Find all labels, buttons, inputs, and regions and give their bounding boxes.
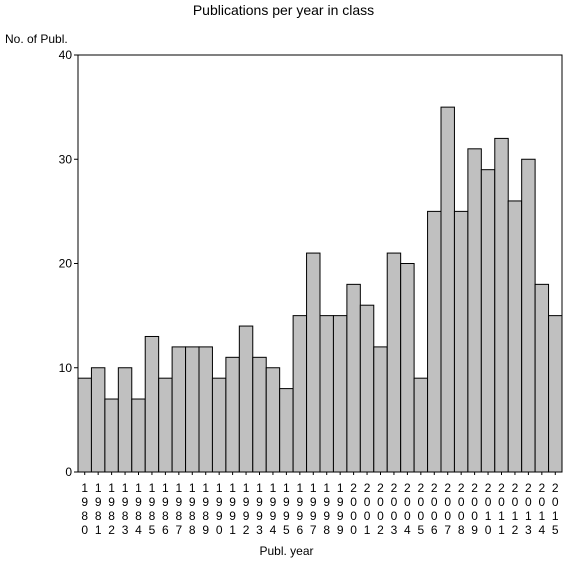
bar-1999: [332, 315, 348, 473]
bar-1982: [104, 398, 119, 473]
bar-2012: [507, 200, 523, 473]
bar-2010: [480, 169, 496, 473]
bar-1981: [90, 367, 106, 473]
bar-1980: [77, 377, 92, 473]
bar-1998: [319, 315, 334, 473]
y-tick-label-10: 10: [59, 361, 73, 375]
bar-1988: [185, 346, 200, 473]
bar-1995: [279, 388, 294, 473]
x-axis-label: Publ. year: [259, 544, 314, 558]
y-axis-label: No. of Publ.: [5, 32, 68, 46]
bar-1993: [252, 356, 267, 473]
bar-2011: [494, 137, 509, 473]
bar-2002: [373, 346, 388, 473]
bar-1992: [238, 325, 254, 473]
bar-2001: [359, 304, 375, 473]
bar-2008: [453, 210, 469, 473]
bar-1989: [198, 346, 213, 473]
bar-1984: [131, 398, 146, 473]
y-tick-label-20: 20: [59, 257, 73, 271]
bar-1985: [144, 335, 160, 473]
bar-2014: [534, 283, 550, 473]
bar-2000: [346, 283, 361, 473]
bar-1990: [211, 377, 227, 473]
bars-group: [77, 106, 563, 473]
bar-1996: [292, 315, 308, 473]
bar-1997: [306, 252, 321, 473]
bar-2013: [521, 158, 536, 473]
bar-2004: [400, 263, 415, 473]
bar-1994: [265, 367, 281, 473]
y-tick-label-0: 0: [65, 465, 72, 479]
bar-1983: [117, 367, 133, 473]
bar-2005: [413, 377, 429, 473]
bar-2015: [548, 315, 563, 473]
bar-1986: [158, 377, 173, 473]
bar-2003: [386, 252, 402, 473]
bar-2007: [440, 106, 455, 473]
chart-title: Publications per year in class: [192, 2, 375, 18]
bar-2009: [467, 148, 482, 473]
ticks-group: 0 10 20 30 40 1 9 8 0 1 9 8 1 1 9 8 2 1 9 8 3 1 9 8 4 1 9 8 5 1 9 8 6 1 9 8…: [59, 48, 559, 537]
bar-1991: [225, 356, 240, 473]
bar-1987: [171, 346, 187, 473]
bar-2006: [427, 210, 442, 473]
y-tick-label-30: 30: [59, 152, 73, 166]
y-tick-label-40: 40: [59, 48, 73, 62]
